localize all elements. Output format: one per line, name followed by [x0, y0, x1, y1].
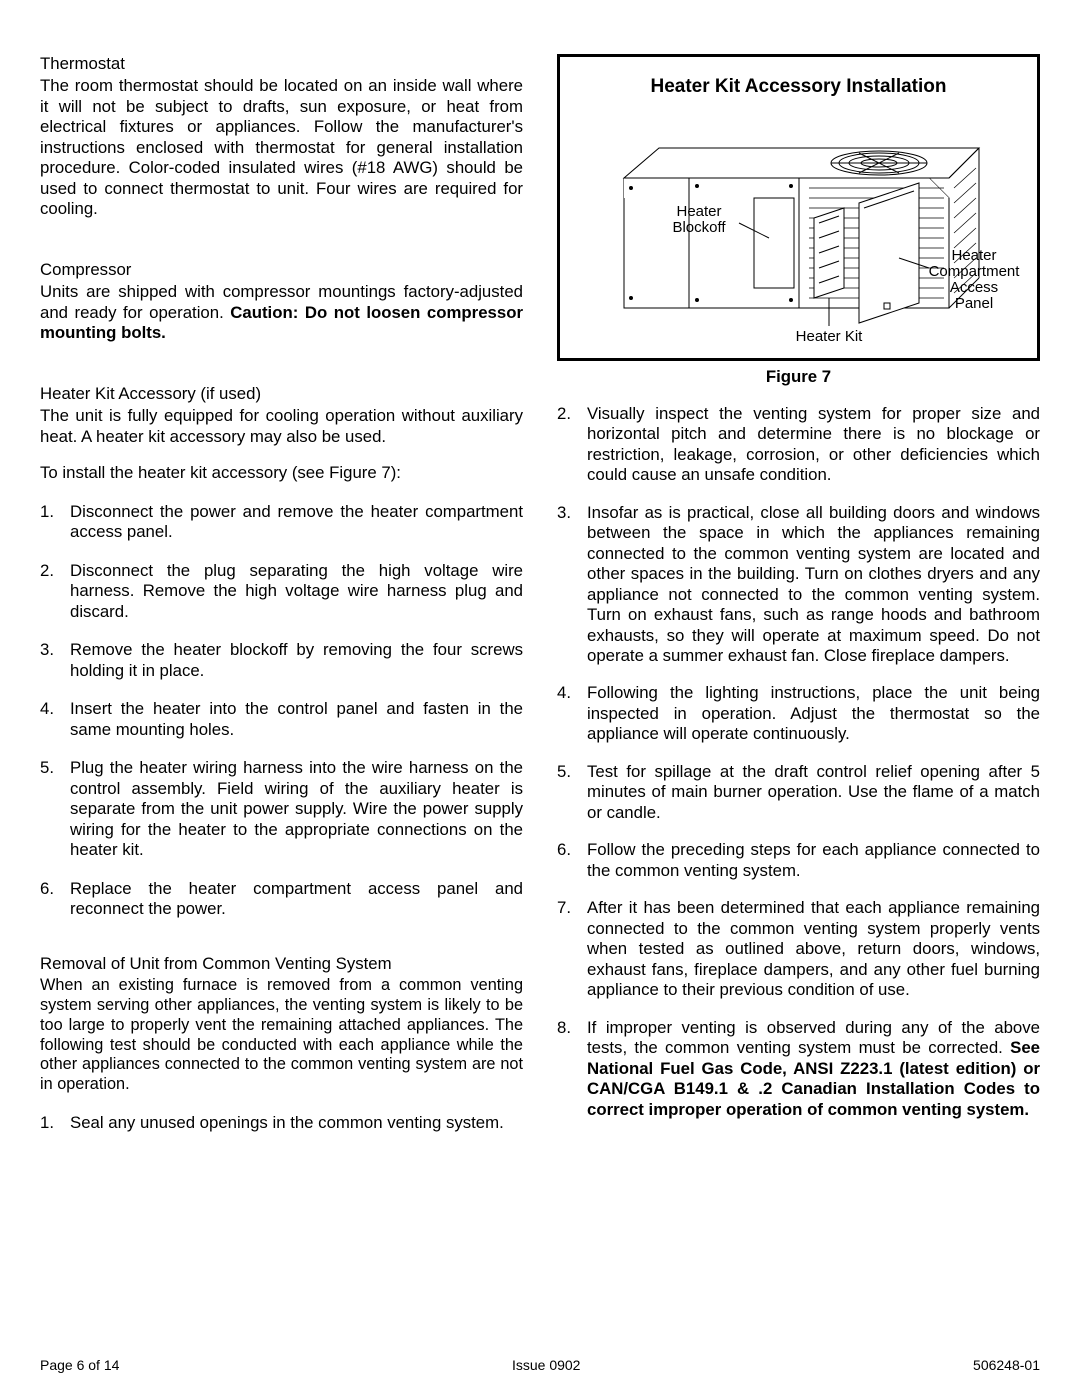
step-text: Follow the preceding steps for each appl…: [587, 840, 1040, 881]
label-blockoff-1: Heater: [676, 203, 721, 220]
step-text: Remove the heater blockoff by removing t…: [70, 640, 523, 681]
label-panel-4: Panel: [954, 295, 992, 312]
list-item: 8.If improper venting is observed during…: [557, 1018, 1040, 1120]
label-panel-3: Access: [949, 279, 997, 296]
label-panel-1: Heater: [951, 247, 996, 264]
list-item: 3.Insofar as is practical, close all bui…: [557, 503, 1040, 667]
thermostat-body: The room thermostat should be located on…: [40, 76, 523, 219]
venting-steps-right: 2.Visually inspect the venting system fo…: [557, 404, 1040, 1121]
step-number: 3.: [557, 503, 587, 667]
compressor-title: Compressor: [40, 260, 523, 280]
step-text: Test for spillage at the draft control r…: [587, 762, 1040, 823]
step-number: 4.: [557, 683, 587, 744]
step-text: If improper venting is observed during a…: [587, 1018, 1040, 1120]
figure-title: Heater Kit Accessory Installation: [566, 75, 1031, 98]
list-item: 7.After it has been determined that each…: [557, 898, 1040, 1000]
footer-right: 506248-01: [973, 1357, 1040, 1373]
step-number: 1.: [40, 1113, 70, 1133]
step-text: Following the lighting instructions, pla…: [587, 683, 1040, 744]
list-item: 4.Following the lighting instructions, p…: [557, 683, 1040, 744]
list-item: 2.Disconnect the plug separating the hig…: [40, 561, 523, 622]
step-number: 6.: [40, 879, 70, 920]
step-number: 4.: [40, 699, 70, 740]
step-text-pre: If improper venting is observed during a…: [587, 1018, 1040, 1057]
step-text: Replace the heater compartment access pa…: [70, 879, 523, 920]
thermostat-title: Thermostat: [40, 54, 523, 74]
label-blockoff-2: Blockoff: [672, 219, 726, 236]
step-text: Insert the heater into the control panel…: [70, 699, 523, 740]
two-column-layout: Thermostat The room thermostat should be…: [40, 54, 1040, 1152]
step-number: 5.: [40, 758, 70, 860]
step-number: 1.: [40, 502, 70, 543]
footer-left: Page 6 of 14: [40, 1357, 119, 1373]
list-item: 6.Replace the heater compartment access …: [40, 879, 523, 920]
left-column: Thermostat The room thermostat should be…: [40, 54, 523, 1152]
page-footer: Page 6 of 14 Issue 0902 506248-01: [40, 1357, 1040, 1373]
step-text: Disconnect the plug separating the high …: [70, 561, 523, 622]
label-kit: Heater Kit: [795, 328, 863, 345]
heater-intro1: The unit is fully equipped for cooling o…: [40, 406, 523, 447]
step-number: 6.: [557, 840, 587, 881]
venting-title: Removal of Unit from Common Venting Syst…: [40, 954, 523, 974]
heater-title: Heater Kit Accessory (if used): [40, 384, 523, 404]
step-number: 2.: [557, 404, 587, 486]
step-number: 5.: [557, 762, 587, 823]
right-column: Heater Kit Accessory Installation: [557, 54, 1040, 1152]
list-item: 5.Plug the heater wiring harness into th…: [40, 758, 523, 860]
step-text: Insofar as is practical, close all build…: [587, 503, 1040, 667]
list-item: 1.Seal any unused openings in the common…: [40, 1113, 523, 1133]
heater-steps: 1.Disconnect the power and remove the he…: [40, 502, 523, 920]
step-number: 2.: [40, 561, 70, 622]
list-item: 4.Insert the heater into the control pan…: [40, 699, 523, 740]
heater-unit-diagram: Heater Blockoff Heater Kit Heater Compar…: [569, 108, 1029, 348]
step-text: Plug the heater wiring harness into the …: [70, 758, 523, 860]
heater-intro2: To install the heater kit accessory (see…: [40, 463, 523, 483]
figure-caption: Figure 7: [557, 367, 1040, 387]
step-text: Seal any unused openings in the common v…: [70, 1113, 523, 1133]
footer-center: Issue 0902: [512, 1357, 581, 1373]
list-item: 3.Remove the heater blockoff by removing…: [40, 640, 523, 681]
venting-steps-left: 1.Seal any unused openings in the common…: [40, 1113, 523, 1133]
step-number: 3.: [40, 640, 70, 681]
step-text: Visually inspect the venting system for …: [587, 404, 1040, 486]
page: Thermostat The room thermostat should be…: [0, 0, 1080, 1397]
step-text: Disconnect the power and remove the heat…: [70, 502, 523, 543]
label-panel-2: Compartment: [928, 263, 1020, 280]
step-number: 8.: [557, 1018, 587, 1120]
list-item: 5.Test for spillage at the draft control…: [557, 762, 1040, 823]
venting-body: When an existing furnace is removed from…: [40, 976, 523, 1095]
compressor-body: Units are shipped with compressor mounti…: [40, 282, 523, 343]
list-item: 1.Disconnect the power and remove the he…: [40, 502, 523, 543]
list-item: 2.Visually inspect the venting system fo…: [557, 404, 1040, 486]
step-number: 7.: [557, 898, 587, 1000]
step-text: After it has been determined that each a…: [587, 898, 1040, 1000]
list-item: 6.Follow the preceding steps for each ap…: [557, 840, 1040, 881]
figure-box: Heater Kit Accessory Installation: [557, 54, 1040, 361]
